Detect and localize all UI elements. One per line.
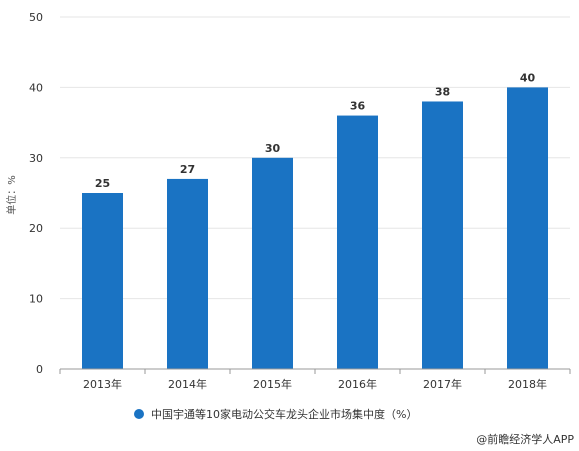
x-tick-label: 2018年	[508, 377, 547, 391]
y-tick-label: 0	[36, 363, 43, 376]
data-labels: 25 27 30 36 38 40	[95, 71, 536, 190]
data-label: 38	[435, 85, 450, 98]
y-tick-label: 40	[29, 81, 43, 94]
x-tick-label: 2013年	[83, 377, 122, 391]
data-label: 27	[180, 163, 195, 176]
gridlines	[60, 16, 570, 300]
y-tick-label: 20	[29, 222, 43, 235]
legend-label: 中国宇通等10家电动公交车龙头企业市场集中度（%）	[151, 407, 417, 421]
y-tick-label: 30	[29, 152, 43, 165]
x-tick-label: 2014年	[168, 377, 207, 391]
y-tick-label: 10	[29, 293, 43, 306]
bars	[82, 87, 548, 370]
y-tick-label: 50	[29, 11, 43, 24]
y-axis-ticks: 0 10 20 30 40 50	[29, 11, 43, 376]
x-tick-label: 2017年	[423, 377, 462, 391]
bar[interactable]	[167, 178, 208, 369]
x-tick-label: 2016年	[338, 377, 377, 391]
x-tick-label: 2015年	[253, 377, 292, 391]
bar[interactable]	[252, 157, 293, 369]
bar[interactable]	[422, 101, 463, 369]
bar[interactable]	[82, 193, 123, 369]
bar[interactable]	[507, 87, 548, 370]
legend[interactable]: 中国宇通等10家电动公交车龙头企业市场集中度（%）	[134, 407, 417, 421]
x-axis-ticks: 2013年 2014年 2015年 2016年 2017年 2018年	[59, 369, 571, 391]
data-label: 36	[350, 100, 366, 113]
data-label: 25	[95, 177, 110, 190]
data-label: 40	[520, 71, 536, 84]
source-credit: @前瞻经济学人APP	[476, 432, 574, 446]
bar[interactable]	[337, 115, 378, 369]
data-label: 30	[265, 142, 281, 155]
legend-marker	[134, 409, 144, 419]
y-axis-title: 单位：%	[5, 175, 18, 215]
